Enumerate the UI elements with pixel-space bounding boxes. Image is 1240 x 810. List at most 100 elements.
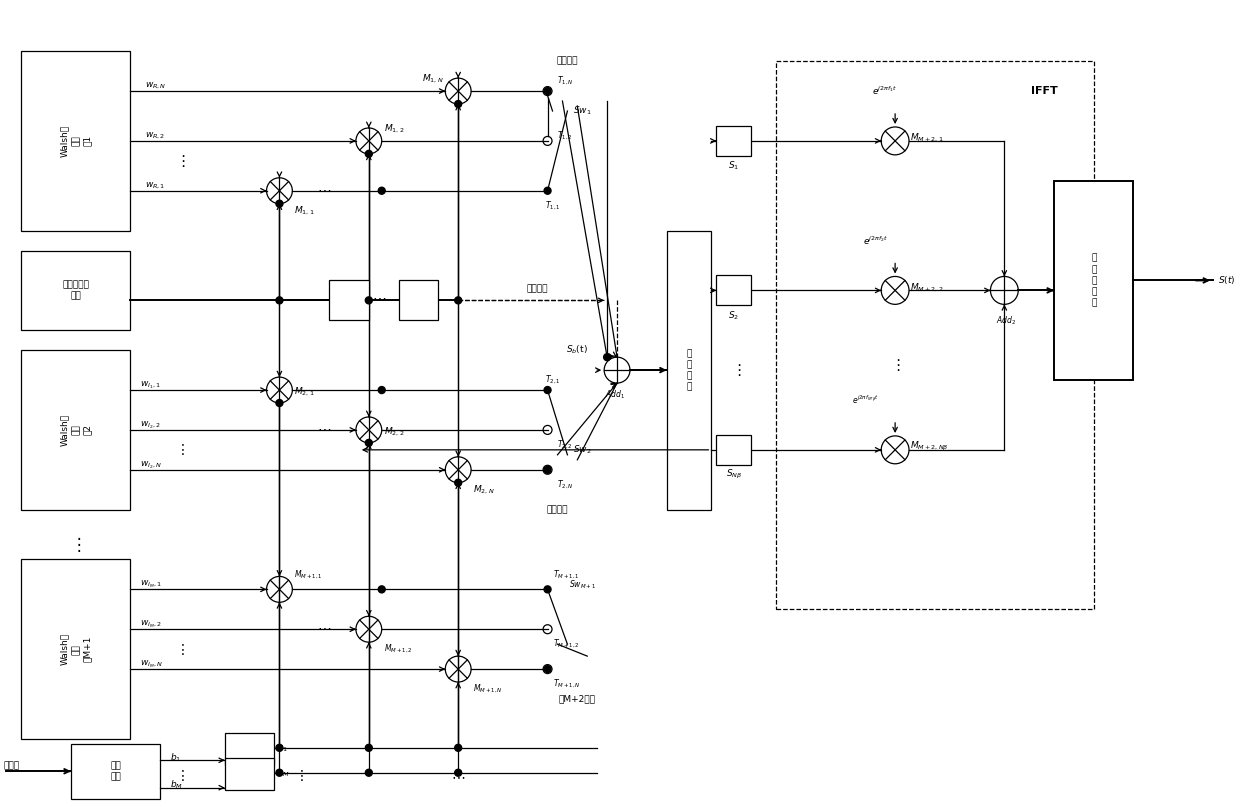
Text: $D_1$: $D_1$ [342, 309, 355, 322]
Circle shape [378, 386, 386, 394]
Text: $e^{j2\pi f_2 t}$: $e^{j2\pi f_2 t}$ [863, 234, 888, 247]
Text: $Add_1$: $Add_1$ [605, 389, 625, 401]
Text: $S_2$: $S_2$ [728, 309, 739, 322]
Text: 比特流: 比特流 [4, 761, 20, 771]
Text: $N\beta$: $N\beta$ [728, 443, 740, 456]
Text: $\vdots$: $\vdots$ [175, 153, 185, 168]
Circle shape [604, 354, 610, 360]
Text: $a_M$: $a_M$ [278, 769, 290, 779]
Text: $M_{M+1,2}$: $M_{M+1,2}$ [383, 643, 413, 655]
Text: $M_{M+1,1}$: $M_{M+1,1}$ [294, 569, 324, 581]
Text: $0\!\rightarrow\!+1$: $0\!\rightarrow\!+1$ [227, 761, 254, 773]
Text: $T_{2,N}$: $T_{2,N}$ [558, 479, 574, 491]
Circle shape [455, 770, 461, 776]
Text: $T_{2,1}$: $T_{2,1}$ [544, 374, 560, 386]
Text: $T_{1,1}$: $T_{1,1}$ [544, 199, 560, 212]
Text: $M_{M+2,2}$: $M_{M+2,2}$ [910, 281, 944, 293]
Text: $w_{I_M,1}$: $w_{I_M,1}$ [140, 578, 162, 590]
Text: $D_{N-1}$: $D_{N-1}$ [405, 309, 432, 322]
Circle shape [544, 187, 551, 194]
Circle shape [544, 666, 551, 672]
Text: 1: 1 [730, 136, 737, 146]
Text: $b_M$: $b_M$ [170, 778, 184, 791]
Bar [21, 250, 130, 330]
Text: $T_{1,2}$: $T_{1,2}$ [558, 130, 573, 142]
Circle shape [378, 586, 386, 593]
Circle shape [277, 744, 283, 752]
Bar [717, 435, 751, 465]
Text: $\vdots$: $\vdots$ [71, 535, 82, 554]
Text: $\vdots$: $\vdots$ [890, 357, 900, 373]
Text: $w_{I_2,N}$: $w_{I_2,N}$ [140, 459, 162, 471]
Bar [398, 280, 438, 320]
Circle shape [366, 151, 372, 157]
Circle shape [366, 439, 372, 446]
Bar [667, 231, 712, 509]
Text: Walsh码
发生
器M+1: Walsh码 发生 器M+1 [61, 633, 92, 665]
Text: $M_{M+2,N\beta}$: $M_{M+2,N\beta}$ [910, 441, 949, 454]
Circle shape [277, 297, 283, 304]
Text: $T_{1,N}$: $T_{1,N}$ [558, 75, 574, 87]
Text: $\cdots$: $\cdots$ [317, 181, 331, 196]
Bar [21, 51, 130, 231]
Bar [21, 350, 130, 509]
Text: Tc: Tc [414, 291, 423, 300]
Text: $e^{j2\pi f_1 t}$: $e^{j2\pi f_1 t}$ [873, 85, 898, 97]
Bar [776, 62, 1094, 609]
Bar [1054, 181, 1133, 380]
Text: $\cdots$: $\cdots$ [451, 769, 465, 782]
Text: IFFT: IFFT [1030, 86, 1058, 96]
Text: $\vdots$: $\vdots$ [175, 442, 185, 458]
Text: 第一支路: 第一支路 [557, 57, 578, 66]
Text: $Sw_2$: $Sw_2$ [573, 444, 591, 456]
Text: $M_{1,1}$: $M_{1,1}$ [294, 205, 315, 217]
Text: $w_{R,1}$: $w_{R,1}$ [145, 181, 166, 191]
Text: $M_{1,N}$: $M_{1,N}$ [422, 73, 443, 85]
Text: $S_1$: $S_1$ [728, 160, 739, 172]
Text: $w_{I_2,2}$: $w_{I_2,2}$ [140, 419, 161, 431]
Text: $w_{I_M,N}$: $w_{I_M,N}$ [140, 659, 164, 670]
Circle shape [455, 480, 461, 486]
Text: $w_{I_M,2}$: $w_{I_M,2}$ [140, 619, 162, 630]
Text: 第M+2支路: 第M+2支路 [559, 694, 596, 704]
Text: $\cdots$: $\cdots$ [317, 421, 331, 435]
Text: $T_{2,2}$: $T_{2,2}$ [558, 439, 573, 451]
Text: $1\!\rightarrow\!-1$: $1\!\rightarrow\!-1$ [227, 776, 254, 787]
Text: $S(t)$: $S(t)$ [1218, 275, 1235, 287]
Text: $S_{N\beta}$: $S_{N\beta}$ [725, 468, 742, 481]
Text: $T_{M+1,1}$: $T_{M+1,1}$ [553, 569, 579, 581]
Text: $M_{2,N}$: $M_{2,N}$ [474, 484, 495, 496]
Text: 串
并
转
换: 串 并 转 换 [687, 349, 692, 391]
Text: $a_1$: $a_1$ [278, 744, 289, 754]
Text: $Sw_1$: $Sw_1$ [573, 104, 591, 117]
Text: $\vdots$: $\vdots$ [175, 642, 185, 657]
Text: $\vdots$: $\vdots$ [175, 768, 185, 783]
Text: 第二支路: 第二支路 [527, 284, 548, 293]
Bar [717, 126, 751, 156]
Text: $w_{I_1,1}$: $w_{I_1,1}$ [140, 379, 161, 391]
Text: $\cdots$: $\cdots$ [317, 620, 331, 634]
Text: $M_{M+2,1}$: $M_{M+2,1}$ [910, 132, 944, 144]
Text: 混沌信号发
生器: 混沌信号发 生器 [62, 281, 89, 300]
Text: $Sw_{M+1}$: $Sw_{M+1}$ [569, 578, 596, 590]
Text: $M_{2,1}$: $M_{2,1}$ [294, 386, 315, 399]
Text: 2: 2 [730, 286, 737, 295]
Text: $b_1$: $b_1$ [170, 751, 181, 764]
Text: $1\!\rightarrow\!-1$: $1\!\rightarrow\!-1$ [227, 751, 254, 762]
Text: $T_{M+1,2}$: $T_{M+1,2}$ [553, 638, 579, 650]
Text: $e^{j2\pi f_{NT\beta} t}$: $e^{j2\pi f_{NT\beta} t}$ [852, 394, 879, 407]
Text: 串并
转换: 串并 转换 [110, 761, 122, 781]
Circle shape [366, 297, 372, 304]
Circle shape [277, 399, 283, 407]
Text: Tc: Tc [345, 291, 353, 300]
Text: $Add_2$: $Add_2$ [996, 314, 1017, 326]
Bar [224, 758, 274, 790]
Text: $M_{2,2}$: $M_{2,2}$ [383, 426, 404, 438]
Bar [71, 744, 160, 799]
Text: $M_{M+1,N}$: $M_{M+1,N}$ [474, 683, 503, 695]
Bar [224, 733, 274, 765]
Text: $w_{R,2}$: $w_{R,2}$ [145, 130, 166, 141]
Bar [717, 275, 751, 305]
Text: 第三支路: 第三支路 [547, 505, 568, 514]
Circle shape [455, 744, 461, 752]
